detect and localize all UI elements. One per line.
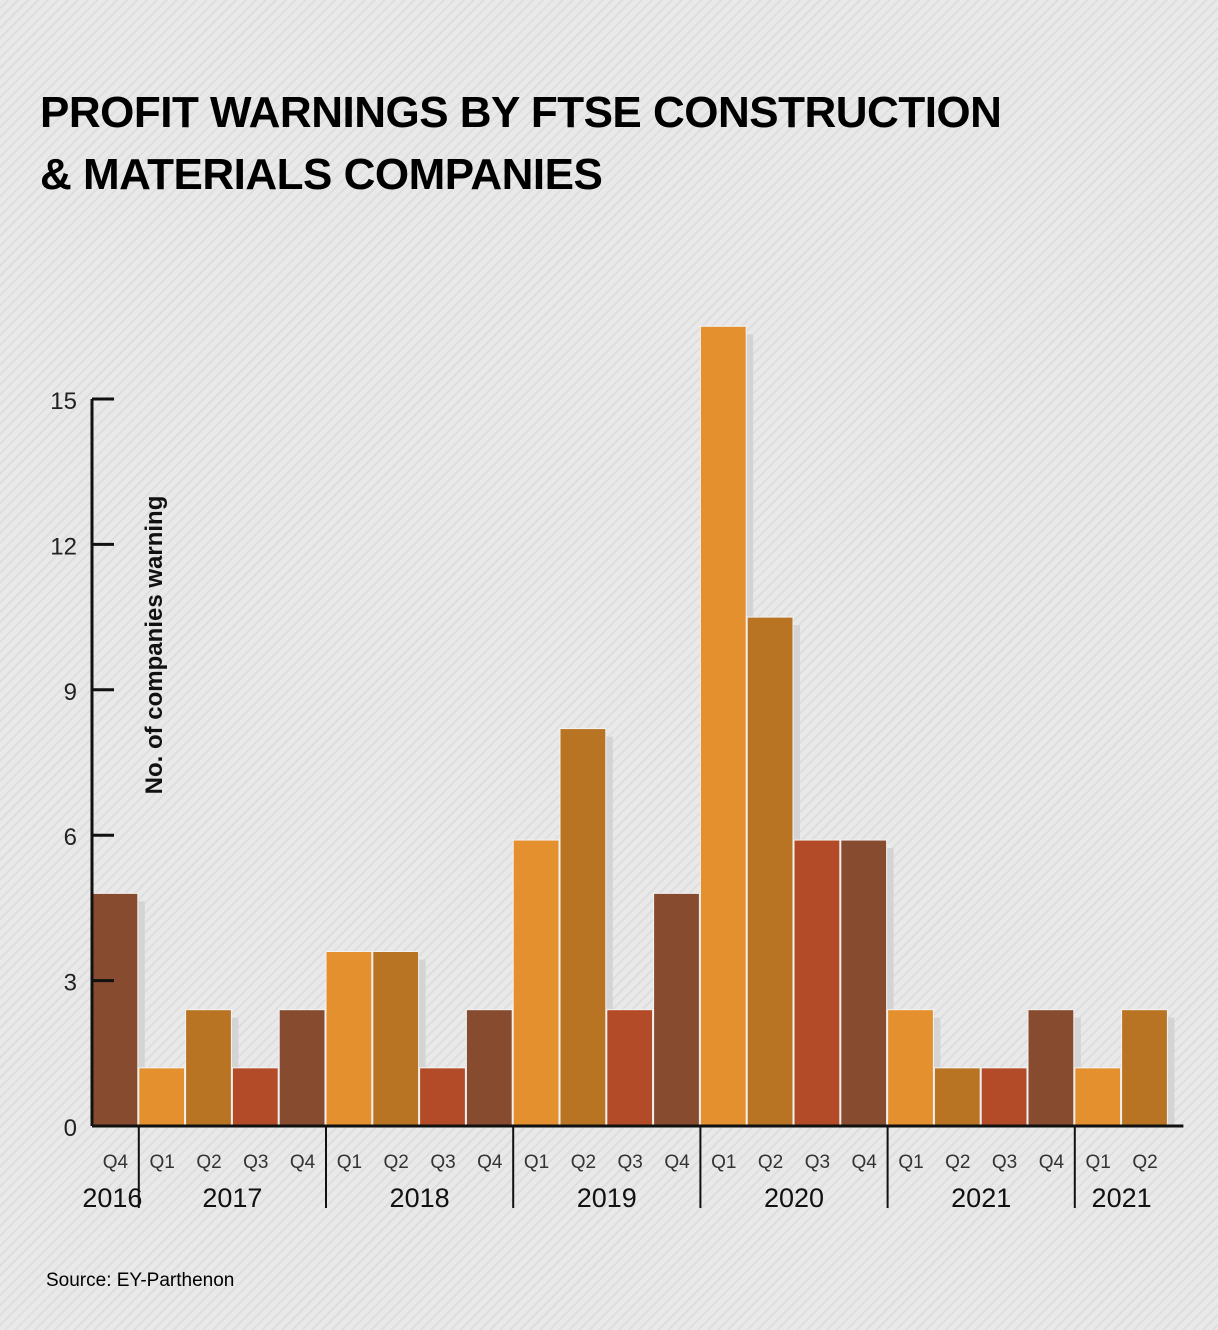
x-quarter-label-10: Q2 xyxy=(571,1152,596,1173)
y-tick-label-15: 15 xyxy=(50,388,77,415)
x-quarter-label-6: Q2 xyxy=(384,1152,409,1173)
x-quarter-label-5: Q1 xyxy=(337,1152,362,1173)
bar-q1-17 xyxy=(887,1009,934,1127)
chart-title: PROFIT WARNINGS BY FTSE CONSTRUCTION & M… xyxy=(40,82,1040,206)
bar-q1-9 xyxy=(512,839,560,1127)
x-quarter-label-21: Q1 xyxy=(1086,1152,1111,1173)
x-year-label-5: 2021 xyxy=(951,1183,1011,1213)
x-quarter-label-4: Q4 xyxy=(290,1152,316,1173)
x-year-label-6: 2021 xyxy=(1092,1183,1152,1213)
bar-q3-3 xyxy=(231,1067,279,1127)
bar-q3-19 xyxy=(980,1067,1028,1127)
x-quarter-label-14: Q2 xyxy=(758,1152,783,1173)
bar-q2-18 xyxy=(933,1067,981,1127)
y-axis-title: No. of companies warning xyxy=(141,496,168,795)
bar-q1-1 xyxy=(138,1067,186,1127)
x-quarter-label-16: Q4 xyxy=(852,1152,878,1173)
axis-layer xyxy=(90,397,1184,1208)
bar-q3-11 xyxy=(606,1009,654,1127)
x-quarter-label-18: Q2 xyxy=(945,1152,970,1173)
x-year-label-1: 2017 xyxy=(202,1183,262,1213)
y-tick-label-9: 9 xyxy=(64,679,77,706)
bar-q2-10 xyxy=(559,728,607,1127)
x-quarter-label-15: Q3 xyxy=(805,1152,830,1173)
bar-q4-12 xyxy=(653,892,700,1127)
x-quarter-label-20: Q4 xyxy=(1039,1152,1065,1173)
x-quarter-label-9: Q1 xyxy=(524,1152,549,1173)
bar-q3-15 xyxy=(793,839,841,1127)
chart-title-line-2: & MATERIALS COMPANIES xyxy=(40,150,603,199)
y-tick-label-12: 12 xyxy=(50,533,77,560)
chart-title-line-1: PROFIT WARNINGS BY FTSE CONSTRUCTION xyxy=(40,88,1002,137)
x-year-label-0: 2016 xyxy=(82,1183,142,1213)
x-quarter-label-1: Q1 xyxy=(150,1152,175,1173)
bar-q3-7 xyxy=(419,1067,466,1127)
x-quarter-label-19: Q3 xyxy=(992,1152,1017,1173)
x-quarter-label-12: Q4 xyxy=(664,1152,690,1173)
y-tick-label-0: 0 xyxy=(64,1115,77,1142)
x-quarter-label-0: Q4 xyxy=(103,1152,129,1173)
bar-q2-6 xyxy=(372,951,420,1127)
x-quarter-label-2: Q2 xyxy=(196,1152,221,1173)
y-tick-label-3: 3 xyxy=(64,970,77,997)
source-note: Source: EY-Parthenon xyxy=(46,1270,235,1291)
x-quarter-label-22: Q2 xyxy=(1132,1152,1157,1173)
bar-q4-4 xyxy=(278,1009,326,1127)
bar-q2-2 xyxy=(185,1009,232,1127)
bar-q4-16 xyxy=(840,839,888,1127)
bar-q1-5 xyxy=(325,951,373,1127)
labels-layer: 0 3 6 9 12 15 No. of companies warning Q4 Q1 Q2 Q3… xyxy=(50,388,1157,1213)
x-quarter-label-3: Q3 xyxy=(243,1152,268,1173)
bar-q1-13 xyxy=(699,325,747,1127)
bar-q4-20 xyxy=(1027,1009,1075,1127)
x-quarter-label-7: Q3 xyxy=(430,1152,455,1173)
bar-q1-21 xyxy=(1074,1067,1122,1127)
x-quarter-label-8: Q4 xyxy=(477,1152,503,1173)
bar-q4-8 xyxy=(465,1009,513,1127)
x-quarter-label-11: Q3 xyxy=(618,1152,643,1173)
x-quarter-label-17: Q1 xyxy=(898,1152,923,1173)
bars-layer xyxy=(91,325,1175,1127)
x-year-label-3: 2019 xyxy=(577,1183,637,1213)
bar-q4-0 xyxy=(91,892,139,1127)
bar-q2-22 xyxy=(1121,1009,1168,1127)
x-quarter-label-13: Q1 xyxy=(711,1152,736,1173)
bar-q2-14 xyxy=(746,616,794,1127)
x-year-label-4: 2020 xyxy=(764,1183,824,1213)
y-tick-label-6: 6 xyxy=(64,824,77,851)
x-year-label-2: 2018 xyxy=(390,1183,450,1213)
